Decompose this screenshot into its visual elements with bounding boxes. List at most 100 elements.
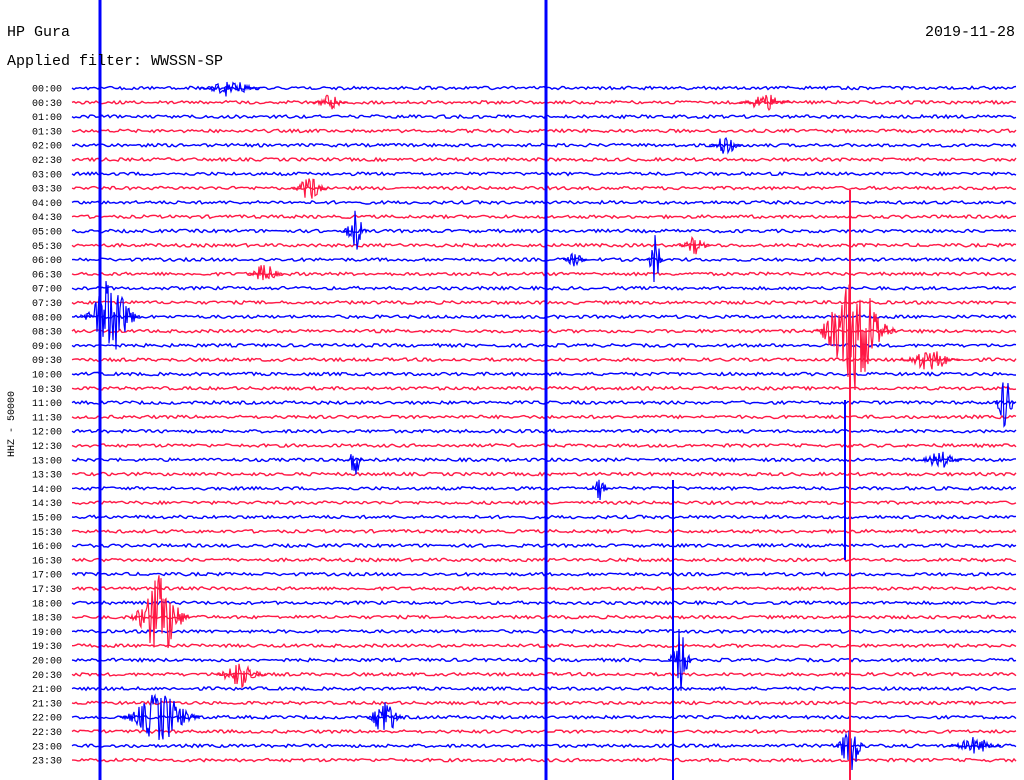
seismic-trace xyxy=(71,299,1017,306)
time-label: 11:00 xyxy=(32,399,62,410)
seismic-trace xyxy=(71,185,1017,191)
signal-burst xyxy=(814,284,896,391)
time-label: 17:30 xyxy=(32,585,62,596)
time-label: 01:00 xyxy=(32,113,62,124)
date-label: 2019-11-28 xyxy=(925,24,1015,41)
time-label: 14:30 xyxy=(32,499,62,510)
seismic-trace xyxy=(72,757,1017,763)
time-label: 16:30 xyxy=(32,556,62,567)
time-label: 07:00 xyxy=(32,285,62,296)
seismic-trace xyxy=(71,399,1017,406)
signal-burst xyxy=(994,382,1016,428)
seismic-trace xyxy=(71,542,1017,549)
time-label: 18:00 xyxy=(32,599,62,610)
seismic-trace xyxy=(71,385,1017,392)
seismic-trace xyxy=(71,614,1017,620)
signal-burst xyxy=(129,575,191,649)
time-label: 08:30 xyxy=(32,328,62,339)
seismic-trace xyxy=(71,471,1017,477)
seismic-trace xyxy=(71,728,1017,735)
signal-spike xyxy=(844,400,846,560)
seismic-trace xyxy=(71,428,1017,434)
time-label: 20:30 xyxy=(32,671,62,682)
time-label: 04:00 xyxy=(32,199,62,210)
time-label: 19:30 xyxy=(32,642,62,653)
time-label: 05:30 xyxy=(32,242,62,253)
time-label: 03:30 xyxy=(32,185,62,196)
time-label: 22:30 xyxy=(32,728,62,739)
time-label: 08:00 xyxy=(32,313,62,324)
seismic-trace xyxy=(71,528,1017,535)
signal-burst xyxy=(119,693,201,740)
seismic-trace xyxy=(71,628,1017,635)
seismic-trace xyxy=(71,314,1017,320)
time-label: 20:00 xyxy=(32,657,62,668)
seismic-trace xyxy=(71,514,1017,520)
signal-spike xyxy=(544,0,548,780)
seismic-trace xyxy=(71,557,1017,563)
time-label: 23:30 xyxy=(32,757,62,768)
seismic-trace xyxy=(71,685,1017,692)
time-label: 12:30 xyxy=(32,442,62,453)
time-label: 16:00 xyxy=(32,542,62,553)
signal-spike xyxy=(98,0,102,780)
time-label: 13:00 xyxy=(32,456,62,467)
seismic-trace xyxy=(71,213,1016,220)
seismic-trace xyxy=(71,743,1017,749)
signal-burst xyxy=(213,663,267,689)
time-label: 10:00 xyxy=(32,371,62,382)
signal-burst xyxy=(738,94,792,111)
time-label: 01:30 xyxy=(32,127,62,138)
time-label: 17:00 xyxy=(32,571,62,582)
signal-burst xyxy=(366,702,404,730)
seismic-trace xyxy=(72,643,1017,649)
seismic-trace xyxy=(71,199,1017,206)
seismic-trace xyxy=(71,285,1017,292)
seismic-trace xyxy=(72,499,1017,506)
signal-burst xyxy=(291,178,329,199)
signal-burst xyxy=(79,281,141,350)
time-label: 02:00 xyxy=(32,142,62,153)
seismic-trace xyxy=(71,599,1017,606)
time-label: 14:00 xyxy=(32,485,62,496)
seismic-trace xyxy=(71,371,1017,377)
station-title: HP Gura xyxy=(7,24,70,41)
signal-burst xyxy=(246,265,284,281)
time-label: 23:00 xyxy=(32,742,62,753)
seismic-trace xyxy=(71,171,1017,177)
time-label: 21:00 xyxy=(32,685,62,696)
seismic-trace xyxy=(71,442,1017,449)
time-label: 00:00 xyxy=(32,85,62,96)
seismic-trace xyxy=(71,228,1016,234)
time-label: 11:30 xyxy=(32,413,62,424)
signal-burst xyxy=(563,252,588,267)
time-label: 09:00 xyxy=(32,342,62,353)
seismic-trace xyxy=(71,128,1017,134)
seismic-trace xyxy=(71,414,1017,420)
signal-burst xyxy=(311,94,349,110)
seismic-trace xyxy=(71,85,1017,91)
seismic-trace xyxy=(71,657,1017,663)
seismic-trace xyxy=(72,485,1017,492)
trace-layer xyxy=(71,85,1017,763)
signal-burst xyxy=(678,236,712,255)
time-label: 02:30 xyxy=(32,156,62,167)
signal-burst xyxy=(646,235,664,283)
time-label: 03:00 xyxy=(32,170,62,181)
signal-burst xyxy=(948,737,1002,754)
signal-burst xyxy=(346,454,364,475)
seismic-trace xyxy=(71,113,1017,120)
seismic-trace xyxy=(71,356,1017,363)
seismic-trace xyxy=(71,714,1017,720)
signal-burst xyxy=(199,81,261,97)
time-label: 09:30 xyxy=(32,356,62,367)
seismic-trace xyxy=(71,242,1017,248)
event-layer xyxy=(79,0,1016,780)
time-label: 13:30 xyxy=(32,471,62,482)
time-label: 05:00 xyxy=(32,228,62,239)
seismic-trace xyxy=(71,700,1017,706)
time-label: 22:00 xyxy=(32,714,62,725)
seismic-trace xyxy=(71,457,1016,463)
seismic-trace xyxy=(71,585,1017,592)
